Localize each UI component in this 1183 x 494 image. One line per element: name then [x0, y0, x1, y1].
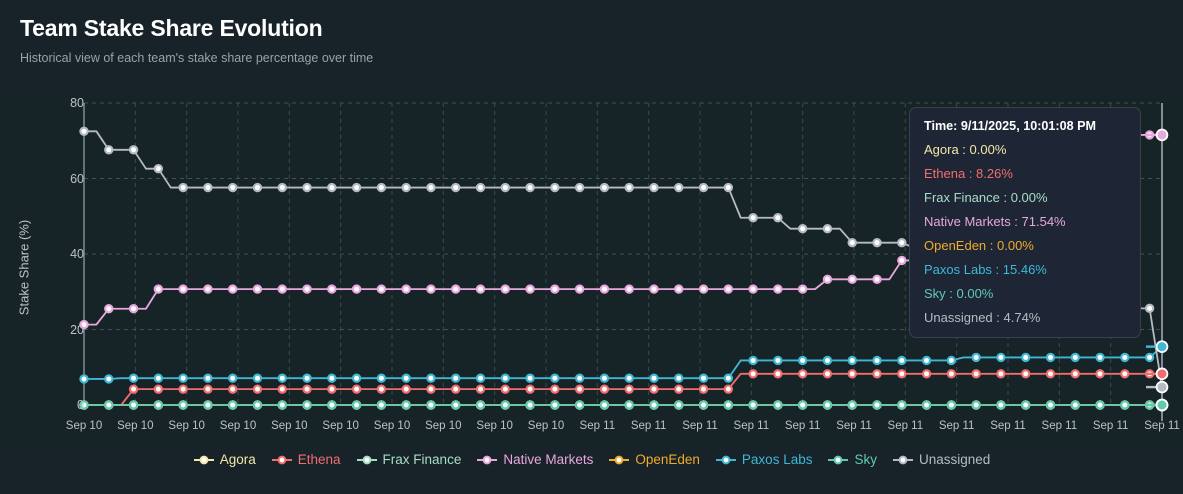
tooltip-time: Time: 9/11/2025, 10:01:08 PM: [924, 119, 1096, 133]
tooltip-series-row: Ethena : 8.26%: [924, 166, 1013, 181]
x-tick-label: Sep 11: [579, 420, 616, 432]
legend-item-sky[interactable]: Sky: [827, 452, 877, 467]
x-tick-label: Sep 10: [425, 420, 462, 432]
x-tick-label: Sep 11: [887, 420, 924, 432]
page-title: Team Stake Share Evolution: [20, 15, 323, 41]
chart-legend[interactable]: Agora Ethena Frax Finance Native Markets Ope…: [0, 452, 1183, 467]
x-tick-label: Sep 11: [1041, 420, 1078, 432]
line-chart-plot[interactable]: [0, 88, 1183, 448]
legend-item-label: Unassigned: [918, 452, 991, 467]
x-tick-label: Sep 11: [836, 420, 872, 432]
tooltip-series-row: Agora : 0.00%: [924, 142, 1007, 157]
x-tick-label: Sep 10: [271, 420, 308, 432]
x-tick-label: Sep 11: [990, 420, 1026, 432]
legend-item-agora[interactable]: Agora: [193, 452, 256, 467]
x-tick-label: Sep 11: [1092, 420, 1129, 432]
legend-marker-icon: [715, 455, 736, 464]
legend-item-ethena[interactable]: Ethena: [271, 452, 341, 467]
legend-item-frax-finance[interactable]: Frax Finance: [356, 452, 462, 467]
legend-item-label: Native Markets: [503, 452, 594, 467]
page-subtitle: Historical view of each team's stake sha…: [20, 51, 374, 66]
x-tick-label: Sep 11: [784, 420, 821, 432]
x-tick-label: Sep 11: [938, 420, 975, 432]
tooltip-series-row: Native Markets : 71.54%: [924, 214, 1066, 229]
legend-item-unassigned[interactable]: Unassigned: [892, 452, 990, 467]
x-tick-label: Sep 10: [527, 420, 565, 432]
x-tick-label: Sep 10: [476, 420, 513, 432]
legend-marker-icon: [477, 455, 498, 464]
legend-item-label: Ethena: [297, 452, 341, 467]
tooltip-series-row: Unassigned : 4.74%: [924, 310, 1041, 325]
legend-marker-icon: [193, 455, 214, 464]
x-tick-label: Sep 10: [219, 420, 257, 432]
y-tick-label: 20: [70, 322, 84, 337]
y-tick-label: 0: [77, 398, 84, 412]
y-tick-label: 60: [70, 171, 84, 186]
legend-marker-icon: [609, 455, 630, 464]
tooltip-series-row: Paxos Labs : 15.46%: [924, 262, 1047, 277]
legend-item-paxos-labs[interactable]: Paxos Labs: [715, 452, 813, 467]
x-tick-label: Sep 10: [373, 420, 411, 432]
legend-item-native-markets[interactable]: Native Markets: [476, 452, 593, 467]
tooltip-series-row: Frax Finance : 0.00%: [924, 190, 1048, 205]
legend-marker-icon: [828, 455, 849, 464]
x-tick-label: Sep 10: [65, 420, 103, 432]
legend-item-label: Paxos Labs: [741, 452, 813, 467]
legend-item-label: OpenEden: [635, 452, 700, 467]
legend-marker-icon: [271, 455, 292, 464]
x-tick-label: Sep 11: [1144, 420, 1180, 432]
tooltip-series-row: OpenEden : 0.00%: [924, 238, 1034, 253]
y-axis-ticks: 0 20 40 60 80: [38, 88, 84, 448]
chart-tooltip: Time: 9/11/2025, 10:01:08 PM Agora : 0.0…: [909, 107, 1141, 338]
legend-item-label: Frax Finance: [382, 452, 462, 467]
legend-marker-icon: [892, 455, 913, 464]
chart-header: Team Stake Share Evolution Historical vi…: [0, 0, 1183, 65]
x-tick-label: Sep 11: [733, 420, 770, 432]
legend-item-label: Sky: [854, 452, 877, 467]
tooltip-series-list: Agora : 0.00% Ethena : 8.26% Frax Finance …: [924, 142, 1128, 325]
x-tick-label: Sep 10: [322, 420, 359, 432]
x-tick-label: Sep 10: [168, 420, 205, 432]
y-tick-label: 40: [70, 247, 84, 261]
legend-item-label: Agora: [219, 452, 256, 467]
tooltip-series-row: Sky : 0.00%: [924, 286, 994, 301]
legend-item-openeden[interactable]: OpenEden: [608, 452, 700, 467]
legend-marker-icon: [356, 455, 377, 464]
x-tick-label: Sep 11: [630, 420, 667, 432]
x-tick-label: Sep 11: [682, 420, 718, 432]
x-tick-label: Sep 10: [117, 420, 154, 432]
y-tick-label: 80: [70, 96, 84, 110]
